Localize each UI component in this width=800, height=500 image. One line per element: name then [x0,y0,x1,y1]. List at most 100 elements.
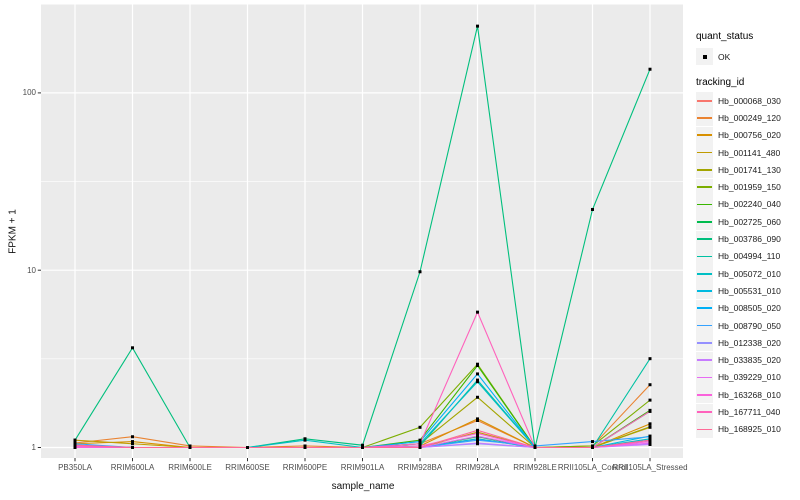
data-point [246,446,249,449]
data-point [591,444,594,448]
legend-key-swatch [696,334,713,352]
data-point [73,443,77,447]
legend-item-Hb_005531_010: Hb_005531_010 [696,282,781,300]
legend-line-icon [697,307,712,310]
data-point [131,446,134,449]
legend-key-swatch [696,265,713,283]
legend-item-label: Hb_002240_040 [718,199,781,210]
x-tick-label: PB350LA [58,463,92,472]
data-point [648,398,652,402]
legend-item-Hb_001141_480: Hb_001141_480 [696,144,781,162]
legend-item-Hb_008790_050: Hb_008790_050 [696,317,781,335]
data-point [476,438,479,442]
legend-line-icon [697,186,712,189]
legend-item-label: Hb_005072_010 [718,268,781,279]
legend-item-Hb_039229_010: Hb_039229_010 [696,368,781,386]
legend-key-swatch [696,299,713,317]
data-point [131,440,134,444]
legend-line-icon [697,342,712,344]
legend-item-label: Hb_000249_120 [718,112,781,123]
legend-key-swatch [696,195,713,213]
point-marker-icon [703,55,707,59]
legend-item-Hb_002725_060: Hb_002725_060 [696,213,781,231]
legend-line-icon [697,134,712,137]
legend-key-swatch [696,230,713,248]
data-point [361,443,364,447]
data-point [476,395,479,399]
x-tick-label: RRII105LA_Stressed [612,463,688,472]
legend-item-label: Hb_001141_480 [718,147,781,158]
legend-item-Hb_000068_030: Hb_000068_030 [696,92,781,110]
data-point [533,444,537,448]
legend-item-label: Hb_167711_040 [718,407,781,418]
data-point [418,425,422,429]
legend-line-icon [697,411,712,413]
data-point [591,446,594,449]
legend-line-icon [697,151,712,154]
data-point [73,446,77,449]
data-point [131,442,134,446]
legend-line-icon [697,117,712,119]
legend-line-icon [697,99,712,102]
x-tick-label: RRIM600LE [168,463,212,472]
legend-line-icon [697,272,712,275]
legend-item-Hb_004994_110: Hb_004994_110 [696,247,780,265]
y-tick-label: 1 [31,443,36,452]
data-point [476,441,479,445]
legend-item-label: Hb_000068_030 [718,95,781,106]
legend-line-icon [697,220,712,223]
legend-tracking-id-title: tracking_id [696,77,745,88]
x-tick-label: RRIM928LE [513,463,557,472]
legend-key-swatch [696,213,713,231]
legend-key-swatch [696,247,713,265]
data-point [361,446,364,449]
data-point [476,431,479,435]
legend-item-label: Hb_000756_020 [718,130,781,141]
legend-line-icon [697,290,712,292]
x-tick-label: RRIM928LA [455,463,500,472]
legend-item-Hb_005072_010: Hb_005072_010 [696,265,781,283]
data-point [533,446,537,449]
legend-item-Hb_163268_010: Hb_163268_010 [696,386,781,404]
data-point [476,378,479,382]
data-point [648,435,652,439]
y-tick-label: 100 [22,88,36,98]
data-point [188,446,192,449]
legend-item-Hb_008505_020: Hb_008505_020 [696,299,781,317]
data-point [476,417,479,421]
legend-item-label: Hb_003786_090 [718,234,781,245]
data-point [476,24,479,28]
legend-line-icon [697,324,712,327]
legend-item-Hb_168925_010: Hb_168925_010 [696,420,781,438]
legend-item-Hb_003786_090: Hb_003786_090 [696,230,781,248]
data-point [648,383,652,387]
data-point [418,444,422,448]
legend-key-point [696,48,713,66]
data-point [418,270,422,274]
legend-item-label: OK [718,51,731,62]
data-point [591,207,594,211]
legend-item-Hb_002240_040: Hb_002240_040 [696,195,781,213]
legend-item-label: Hb_001959_150 [718,182,781,193]
data-point [188,444,192,448]
data-point [131,346,134,350]
data-point [648,409,652,413]
data-point [648,67,652,71]
legend-item-label: Hb_168925_010 [718,424,781,435]
data-point [476,380,479,384]
data-point [418,446,422,449]
y-axis-title: FPKM + 1 [7,209,19,254]
data-point [73,438,77,442]
legend-item-label: Hb_008790_050 [718,320,781,331]
legend-line-icon [697,169,712,171]
legend-item-label: Hb_039229_010 [718,372,781,383]
legend-key-swatch [696,144,713,162]
legend-item-Hb_001741_130: Hb_001741_130 [696,161,781,179]
legend-quant-status-title: quant_status [696,31,754,42]
legend-item-label: Hb_005531_010 [718,285,781,296]
data-point [476,310,479,314]
data-point [418,442,422,446]
x-tick-label: RRIM928BA [397,463,443,472]
